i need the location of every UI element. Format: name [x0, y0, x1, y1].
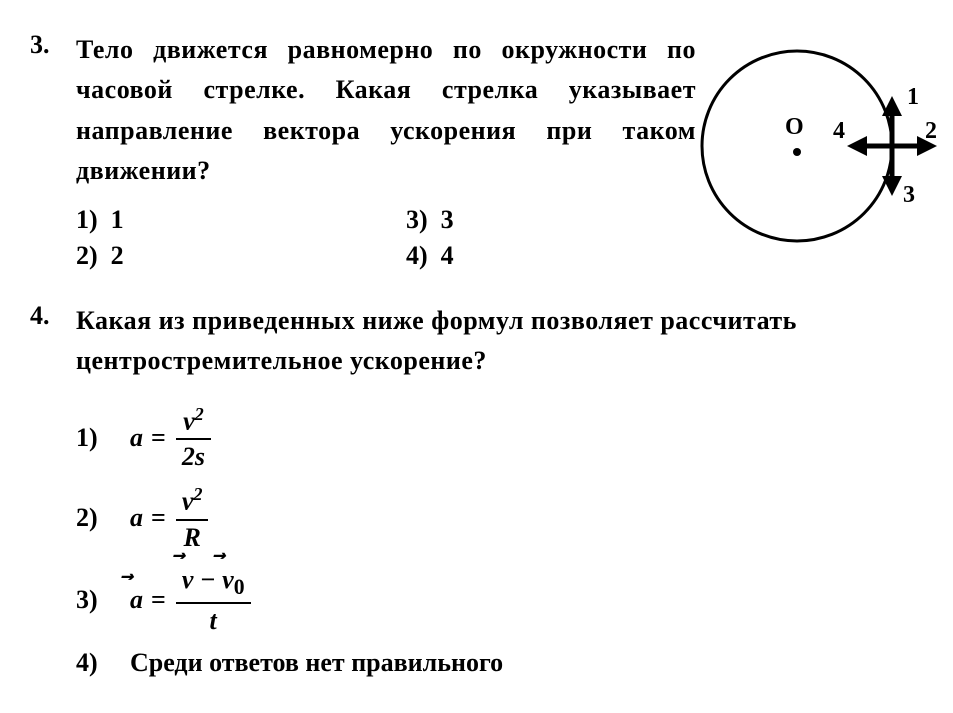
answer-text: Среди ответов нет правильного — [130, 648, 503, 678]
fraction: v2 R — [176, 484, 209, 552]
arrow-up-head — [882, 96, 902, 116]
fraction: v2 2s — [176, 404, 211, 472]
answer-value: 3 — [441, 205, 454, 234]
answer-value: 2 — [111, 241, 124, 270]
answer-label: 4) — [406, 241, 428, 270]
q3-number: 3. — [30, 30, 76, 60]
circle-arrows-svg: О 4 1 2 3 — [677, 26, 937, 266]
answer-label: 2) — [76, 503, 130, 533]
fraction-den: R — [177, 523, 206, 553]
q3-answer-2: 2) 2 — [76, 241, 406, 271]
arrow-label-3: 3 — [903, 182, 915, 208]
arrow-label-2: 2 — [925, 118, 937, 144]
equals-sign: = — [151, 585, 166, 615]
q4-answer-4: 4) Среди ответов нет правильного — [76, 648, 933, 678]
minus-sign: − — [200, 565, 222, 594]
answer-value: 4 — [441, 241, 454, 270]
fraction: ⃗v − ⃗v0 t — [176, 565, 251, 636]
q4-body: Какая из приведенных ниже формул позволя… — [76, 301, 933, 689]
formula-var: a — [130, 503, 143, 533]
answer-label: 3) — [76, 585, 130, 615]
q4-prompt: Какая из приведенных ниже формул позволя… — [76, 301, 933, 382]
answer-label: 3) — [406, 205, 428, 234]
fraction-den: t — [204, 606, 223, 636]
q4-answers: 1) a = v2 2s 2) a = v2 R — [76, 404, 933, 678]
arrow-left-head — [847, 136, 867, 156]
answer-label: 1) — [76, 423, 130, 453]
q4-answer-1: 1) a = v2 2s — [76, 404, 933, 472]
equals-sign: = — [151, 423, 166, 453]
answer-label: 1) — [76, 205, 98, 234]
center-dot — [793, 148, 801, 156]
q4-answer-3: 3) ⃗a = ⃗v − ⃗v0 t — [76, 565, 933, 636]
q3-answer-1: 1) 1 — [76, 205, 406, 235]
subscript-0: 0 — [234, 575, 245, 599]
answer-label: 4) — [76, 648, 130, 678]
answer-label: 2) — [76, 241, 98, 270]
q4-number: 4. — [30, 301, 76, 331]
q3-prompt: Тело движется равномерно по окружности п… — [76, 30, 696, 191]
fraction-den: 2s — [176, 442, 211, 472]
q4-answer-2: 2) a = v2 R — [76, 484, 933, 552]
equals-sign: = — [151, 503, 166, 533]
arrow-label-1: 1 — [907, 84, 919, 110]
formula-var-vector: ⃗a — [130, 585, 143, 615]
center-label: О — [785, 114, 804, 140]
answer-value: 1 — [111, 205, 124, 234]
formula-var: a — [130, 423, 143, 453]
arrow-label-4: 4 — [833, 118, 845, 144]
fraction-num: ⃗v − ⃗v0 — [176, 565, 251, 600]
q3-diagram: О 4 1 2 3 — [677, 26, 937, 266]
question-4: 4. Какая из приведенных ниже формул позв… — [30, 301, 933, 689]
arrow-down-head — [882, 176, 902, 196]
